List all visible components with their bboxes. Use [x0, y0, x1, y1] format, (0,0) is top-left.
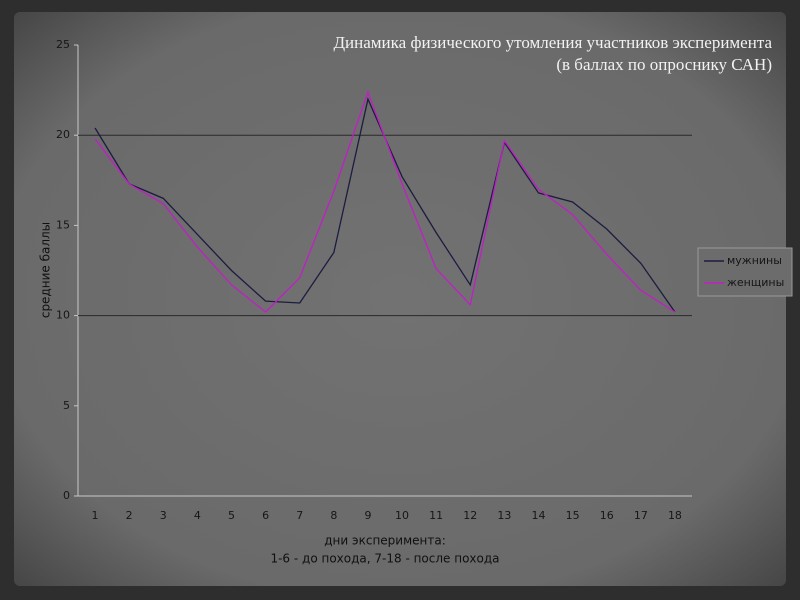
- x-tick-label: 12: [463, 509, 477, 522]
- y-tick-label: 25: [56, 38, 70, 51]
- y-tick-label: 20: [56, 128, 70, 141]
- x-tick-label: 10: [395, 509, 409, 522]
- x-tick-label: 11: [429, 509, 443, 522]
- x-tick-label: 15: [566, 509, 580, 522]
- x-tick-label: 3: [160, 509, 167, 522]
- y-tick-label: 5: [63, 399, 70, 412]
- x-axis-label: дни эксперимента:: [324, 534, 446, 548]
- x-tick-label: 6: [262, 509, 269, 522]
- x-tick-label: 9: [364, 509, 371, 522]
- legend: [697, 247, 793, 297]
- y-tick-label: 15: [56, 218, 70, 231]
- x-tick-label: 8: [330, 509, 337, 522]
- chart-subtitle: (в баллах по опроснику САН): [556, 55, 772, 74]
- x-tick-label: 14: [532, 509, 546, 522]
- x-tick-label: 1: [92, 509, 99, 522]
- x-tick-label: 16: [600, 509, 614, 522]
- series-line: [94, 89, 676, 313]
- x-tick-label: 2: [126, 509, 133, 522]
- x-tick-label: 7: [296, 509, 303, 522]
- x-tick-label: 17: [634, 509, 648, 522]
- x-tick-label: 18: [668, 509, 682, 522]
- y-axis-label: средние баллы: [39, 222, 53, 318]
- background: [14, 12, 786, 586]
- y-tick-label: 10: [56, 309, 70, 322]
- legend-label: мужнины: [727, 254, 782, 267]
- x-tick-label: 4: [194, 509, 201, 522]
- legend-label: женщины: [727, 276, 784, 289]
- x-tick-label: 13: [497, 509, 511, 522]
- x-axis-label: 1-6 - до похода, 7-18 - после похода: [270, 552, 499, 566]
- chart-title: Динамика физического утомления участнико…: [333, 33, 772, 52]
- x-tick-label: 5: [228, 509, 235, 522]
- y-tick-label: 0: [63, 489, 70, 502]
